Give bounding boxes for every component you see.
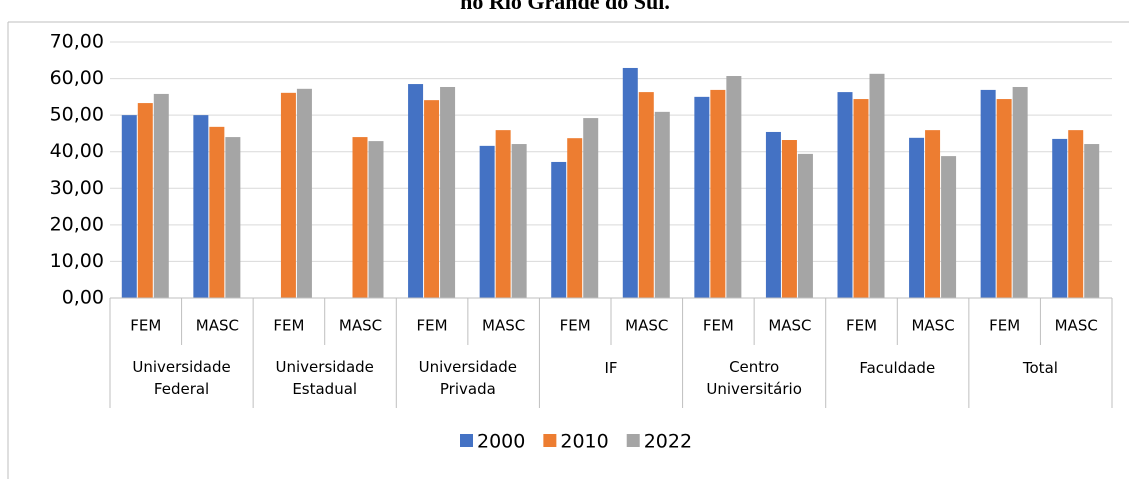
bar — [726, 76, 742, 298]
bar — [909, 137, 925, 298]
bar — [225, 137, 241, 298]
y-tick-label: 0,00 — [62, 287, 104, 309]
bar — [583, 118, 599, 298]
legend-label: 2010 — [560, 431, 608, 453]
bar — [440, 86, 456, 299]
bar — [1052, 138, 1068, 298]
bar — [837, 92, 853, 298]
x-tick-label: MASC — [625, 317, 668, 335]
group-label: IF — [604, 359, 618, 377]
x-tick-label: MASC — [768, 317, 811, 335]
bar — [694, 96, 710, 298]
bar — [121, 115, 137, 299]
bar — [280, 92, 296, 298]
y-tick-label: 50,00 — [50, 104, 104, 126]
x-tick-label: FEM — [417, 317, 448, 335]
bar — [1012, 86, 1028, 299]
bar — [980, 89, 996, 298]
group-label: Universidade Federal — [132, 358, 231, 398]
bar — [567, 138, 583, 298]
bar — [622, 67, 638, 298]
bar — [996, 99, 1012, 299]
group-label: Universidade Estadual — [275, 358, 374, 398]
bar — [424, 100, 440, 298]
bar — [1068, 130, 1084, 298]
x-tick-label: FEM — [846, 317, 877, 335]
y-tick-label: 10,00 — [50, 250, 104, 272]
bar — [781, 140, 797, 298]
x-tick-label: FEM — [703, 317, 734, 335]
bar — [511, 144, 527, 298]
legend-swatch — [626, 434, 640, 447]
bar — [638, 92, 654, 298]
bar — [853, 99, 869, 299]
x-tick-label: MASC — [196, 317, 239, 335]
bar — [352, 137, 368, 298]
legend-label: 2000 — [477, 431, 525, 453]
group-label: Universidade Privada — [418, 358, 518, 398]
bar — [551, 161, 567, 298]
legend-swatch — [543, 434, 557, 447]
bar — [296, 88, 312, 298]
bar — [408, 84, 424, 298]
bar — [797, 153, 813, 298]
bar — [137, 103, 153, 299]
x-tick-label: MASC — [911, 317, 954, 335]
x-tick-label: MASC — [482, 317, 525, 335]
bar — [1084, 144, 1100, 298]
y-tick-label: 40,00 — [50, 140, 104, 162]
y-tick-label: 20,00 — [50, 213, 104, 235]
bar — [710, 89, 726, 298]
bar — [495, 130, 511, 298]
bar — [925, 130, 941, 298]
x-tick-label: FEM — [130, 317, 161, 335]
y-tick-label: 30,00 — [50, 177, 104, 199]
x-tick-label: FEM — [560, 317, 591, 335]
chart-title: no Rio Grande do Sul. — [460, 0, 670, 14]
legend-swatch — [460, 434, 473, 447]
group-label: Centro Universitário — [706, 358, 802, 398]
x-tick-label: FEM — [989, 317, 1020, 335]
x-tick-label: MASC — [339, 317, 382, 335]
bar — [869, 73, 885, 299]
x-tick-label: MASC — [1055, 317, 1098, 335]
bar — [193, 115, 209, 299]
bar — [479, 145, 495, 298]
y-tick-label: 60,00 — [50, 67, 104, 89]
bar — [765, 131, 781, 298]
group-label: Total — [1022, 359, 1058, 377]
bar — [368, 141, 384, 298]
group-label: Faculdade — [859, 359, 936, 377]
y-tick-label: 70,00 — [50, 31, 104, 53]
x-tick-label: FEM — [273, 317, 304, 335]
bar — [153, 93, 169, 298]
bar — [209, 126, 225, 299]
bar — [941, 156, 957, 298]
legend-label: 2022 — [644, 431, 692, 453]
bar — [654, 111, 670, 298]
